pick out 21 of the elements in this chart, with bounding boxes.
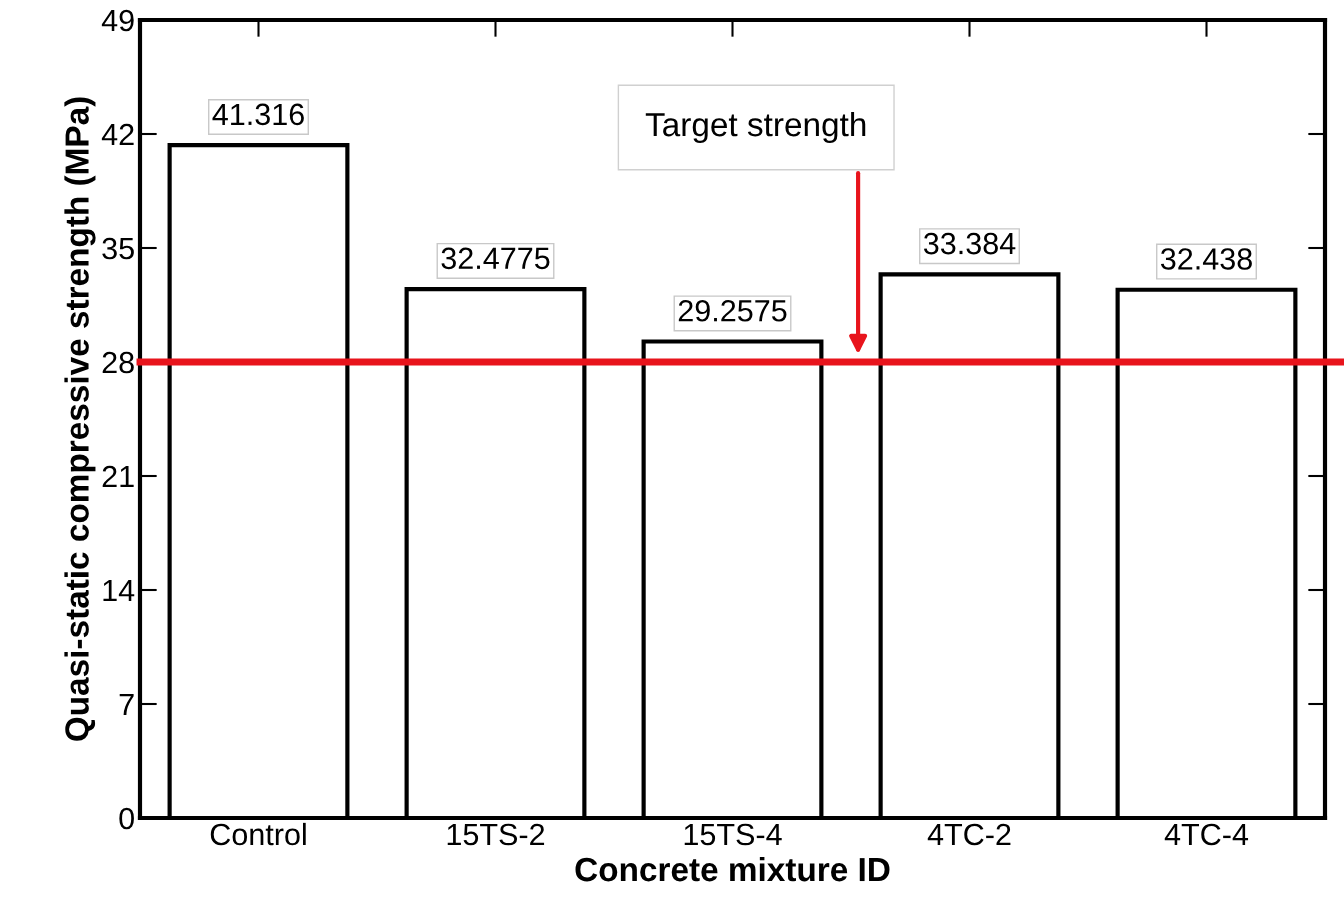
data-label: 33.384 [923,232,1016,255]
data-label: 32.438 [1160,248,1252,270]
data-label: 41.316 [212,103,304,126]
data-label: 32.4775 [441,247,550,270]
x-tick-label: 4TC-2 [927,823,1011,846]
ref-line-label: Target strength [645,111,866,144]
data-label: 29.2575 [678,299,787,322]
y-tick-label: 21 [102,465,134,488]
y-tick-label: 0 [119,807,134,830]
y-tick-label: 49 [101,9,134,32]
y-tick-label: 35 [102,237,134,260]
x-tick-label: 15TS-4 [684,823,782,846]
y-tick-label: 28 [102,351,134,374]
x-tick-label: 4TC-4 [1164,823,1249,846]
x-axis-title: Concrete mixture ID [575,856,890,882]
y-tick-label: 7 [119,694,134,716]
x-tick-label: Control [210,822,306,846]
y-tick-label: 14 [103,580,135,602]
y-tick-label: 42 [101,123,134,146]
x-tick-label: 15TS-2 [447,823,545,846]
y-axis-title: Quasi-static compressive strength (MPa) [64,97,96,741]
